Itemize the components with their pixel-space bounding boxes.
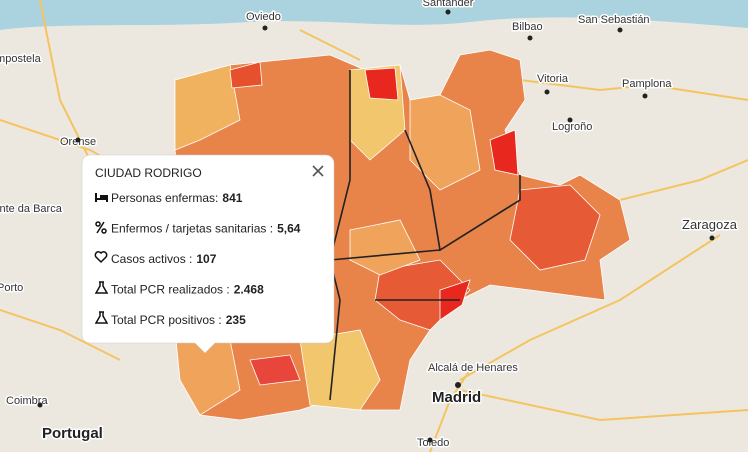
row-value: 235	[226, 313, 246, 327]
place-label: Vitoria	[537, 73, 569, 85]
row-label: Casos activos :	[111, 252, 192, 266]
popup-row: Casos activos : 107	[111, 252, 217, 266]
place-label: Oviedo	[246, 11, 281, 23]
place-label: Compostela	[0, 53, 42, 65]
flask-icon	[94, 311, 109, 324]
popup-row: Enfermos / tarjetas sanitarias : 5,64	[111, 222, 301, 236]
popup-row: Total PCR positivos : 235	[111, 313, 246, 327]
popup-row: Total PCR realizados : 2.468	[111, 283, 264, 297]
place-label: Santander	[423, 0, 474, 9]
place-label: Toledo	[417, 437, 449, 449]
place-label: Porto	[0, 282, 23, 294]
flask-icon	[94, 281, 109, 294]
place-label: Zaragoza	[682, 217, 738, 232]
place-label: Pamplona	[622, 78, 672, 90]
row-value: 841	[222, 191, 242, 205]
place-label: Portugal	[42, 425, 103, 442]
place-label: Bilbao	[512, 21, 543, 33]
row-label: Personas enfermas:	[111, 191, 218, 205]
place-label: Alcalá de Henares	[428, 362, 518, 374]
popup-rows: Personas enfermas: 841 Enfermos / tarjetas…	[111, 191, 301, 327]
bed-icon	[95, 193, 108, 202]
row-value: 2.468	[234, 283, 264, 297]
popup-title: CIUDAD RODRIGO	[95, 166, 202, 180]
row-label: Total PCR positivos :	[111, 313, 222, 327]
percent-icon	[95, 221, 107, 234]
row-label: Enfermos / tarjetas sanitarias :	[111, 222, 273, 236]
place-label: Ponte da Barca	[0, 203, 63, 215]
popup-box	[81, 154, 335, 354]
place-label: Madrid	[432, 389, 481, 406]
popup: CIUDAD RODRIGO	[81, 154, 335, 354]
row-value: 5,64	[277, 222, 301, 236]
popup-row: Personas enfermas: 841	[111, 191, 243, 205]
heart-icon	[94, 251, 108, 264]
place-label: Logroño	[552, 121, 592, 133]
row-label: Total PCR realizados :	[111, 283, 230, 297]
place-label: San Sebastián	[578, 14, 650, 26]
city-dots	[37, 9, 715, 443]
close-button[interactable]	[312, 165, 324, 177]
row-value: 107	[196, 252, 216, 266]
sea	[0, 0, 748, 30]
